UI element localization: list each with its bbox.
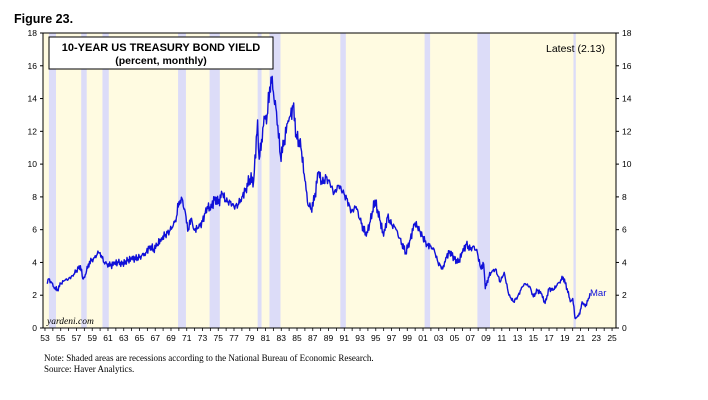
x-tick-label-59: 59: [87, 333, 97, 343]
plot-frame: [42, 32, 617, 329]
y-tick-label-left-0: 0: [32, 323, 37, 333]
y-tick-label-right-1: 2: [622, 290, 627, 300]
recession-band-5: [257, 33, 262, 328]
x-tick-label-65: 65: [135, 333, 145, 343]
recession-band-1: [81, 33, 87, 328]
x-tick-label-19: 19: [560, 333, 570, 343]
latest-label: Latest (2.13): [546, 43, 605, 55]
watermark: yardeni.com: [46, 317, 94, 327]
recession-band-7: [340, 33, 346, 328]
x-tick-label-25: 25: [607, 333, 617, 343]
y-tick-label-right-5: 10: [622, 159, 632, 169]
x-tick-label-61: 61: [103, 333, 113, 343]
series-line-10yr-yield: [46, 75, 591, 320]
chart-title: 10-YEAR US TREASURY BOND YIELD: [62, 42, 261, 54]
y-tick-label-right-8: 16: [622, 61, 632, 71]
x-tick-label-87: 87: [308, 333, 318, 343]
recession-bands: [48, 33, 576, 328]
x-tick-label-11: 11: [497, 333, 506, 343]
x-tick-label-21: 21: [576, 333, 586, 343]
y-tick-label-right-2: 4: [622, 257, 627, 267]
x-tick-label-07: 07: [466, 333, 476, 343]
x-tick-label-57: 57: [72, 333, 82, 343]
y-tick-label-left-5: 10: [28, 159, 38, 169]
x-axis-ticks: 53 55 57 59 61 63 65 67 69 71 73 75 77 79 81 83 85 87 89 91…: [40, 328, 617, 343]
recession-band-9: [477, 33, 490, 328]
y-tick-label-left-9: 18: [28, 28, 38, 38]
title-box: [48, 36, 274, 70]
y-tick-label-left-1: 2: [32, 290, 37, 300]
x-tick-label-73: 73: [198, 333, 208, 343]
x-tick-label-83: 83: [277, 333, 287, 343]
y-tick-label-right-9: 18: [622, 28, 632, 38]
recession-band-0: [48, 33, 56, 328]
x-tick-label-77: 77: [229, 333, 239, 343]
x-tick-label-13: 13: [513, 333, 523, 343]
recession-band-2: [102, 33, 109, 328]
x-tick-label-75: 75: [214, 333, 224, 343]
x-tick-label-99: 99: [403, 333, 413, 343]
chart-subtitle: (percent, monthly): [115, 55, 207, 67]
x-tick-label-67: 67: [151, 333, 161, 343]
notes: Note: Shaded areas are recessions accord…: [44, 353, 374, 375]
x-tick-label-09: 09: [481, 333, 491, 343]
x-tick-label-85: 85: [292, 333, 302, 343]
x-tick-label-79: 79: [245, 333, 255, 343]
y-tick-label-left-7: 14: [28, 94, 38, 104]
y-tick-label-right-6: 12: [622, 126, 632, 136]
figure-label: Figure 23.: [14, 12, 74, 26]
end-label: Mar: [590, 288, 606, 299]
y-tick-label-left-3: 6: [32, 225, 37, 235]
x-tick-label-69: 69: [166, 333, 176, 343]
note-recessions: Note: Shaded areas are recessions accord…: [44, 353, 374, 363]
x-tick-label-93: 93: [355, 333, 365, 343]
chart: 0 0 2 2 4 4 6 6 8 8 10 10 12 12 14 14 16 16 18 18 53 55 57 59 6…: [28, 28, 632, 343]
x-tick-label-53: 53: [40, 333, 50, 343]
y-tick-label-right-0: 0: [622, 323, 627, 333]
y-tick-label-left-2: 4: [32, 257, 37, 267]
x-tick-label-63: 63: [119, 333, 129, 343]
x-tick-label-01: 01: [418, 333, 428, 343]
x-tick-label-89: 89: [324, 333, 334, 343]
note-source: Source: Haver Analytics.: [44, 364, 135, 374]
recession-band-3: [178, 33, 186, 328]
x-tick-label-23: 23: [592, 333, 602, 343]
recession-band-8: [424, 33, 431, 328]
x-tick-label-81: 81: [261, 333, 271, 343]
recession-band-10: [573, 33, 576, 328]
x-tick-label-03: 03: [434, 333, 444, 343]
x-tick-label-17: 17: [544, 333, 554, 343]
y-tick-label-left-8: 16: [28, 61, 38, 71]
x-tick-label-05: 05: [450, 333, 460, 343]
x-tick-label-95: 95: [371, 333, 381, 343]
y-tick-label-right-7: 14: [622, 94, 632, 104]
recession-band-6: [269, 33, 281, 328]
x-tick-label-71: 71: [182, 333, 192, 343]
y-tick-label-right-4: 8: [622, 192, 627, 202]
x-tick-label-15: 15: [529, 333, 539, 343]
y-tick-label-left-4: 8: [32, 192, 37, 202]
x-tick-label-91: 91: [340, 333, 350, 343]
x-tick-label-97: 97: [387, 333, 397, 343]
y-tick-label-left-6: 12: [28, 126, 38, 136]
y-tick-label-right-3: 6: [622, 225, 627, 235]
y-axis-ticks: 0 0 2 2 4 4 6 6 8 8 10 10 12 12 14 14 16 16 18 18: [28, 28, 632, 333]
recession-band-4: [209, 33, 220, 328]
x-tick-label-55: 55: [56, 333, 66, 343]
